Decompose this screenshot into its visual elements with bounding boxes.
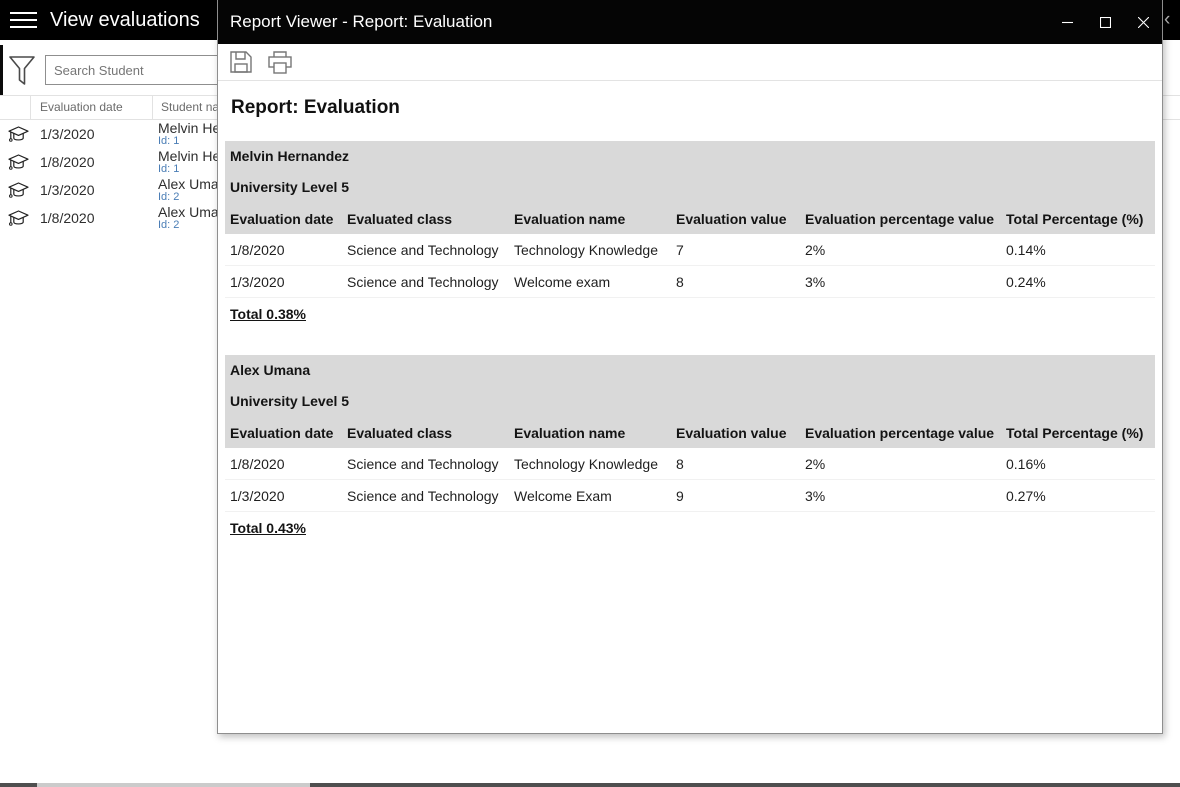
header-evaluated-class: Evaluated class	[347, 424, 453, 441]
evaluation-date: 1/3/2020	[40, 126, 95, 142]
horizontal-scrollbar[interactable]	[0, 783, 1180, 787]
student-id: Id: 1	[158, 135, 180, 147]
cell-value: 9	[676, 487, 684, 504]
cell-pct: 3%	[805, 487, 826, 504]
cell-total-pct: 0.14%	[1006, 241, 1046, 258]
maximize-button[interactable]	[1086, 0, 1124, 44]
cell-value: 8	[676, 273, 684, 290]
cell-value: 7	[676, 241, 684, 258]
group-student-name: Melvin Hernandez	[230, 148, 350, 164]
header-total-percentage: Total Percentage (%)	[1006, 210, 1144, 227]
cell-pct: 2%	[805, 455, 826, 472]
student-name: Alex Umana	[158, 204, 235, 220]
cell-date: 1/8/2020	[230, 241, 285, 258]
header-evaluated-class: Evaluated class	[347, 210, 453, 227]
cell-total-pct: 0.16%	[1006, 455, 1046, 472]
report-group-melvin-hernandez: Melvin Hernandez University Level 5 Eval…	[225, 141, 1155, 330]
maximize-icon	[1099, 16, 1111, 28]
group-header: Melvin Hernandez University Level 5 Eval…	[225, 141, 1155, 234]
header-evaluation-date: Evaluation date	[230, 210, 334, 227]
table-header-row: Evaluation date Evaluated class Evaluati…	[225, 417, 1155, 448]
cell-name: Welcome exam	[514, 273, 611, 290]
header-total-percentage: Total Percentage (%)	[1006, 424, 1144, 441]
graduation-cap-icon	[8, 210, 29, 232]
evaluation-date: 1/8/2020	[40, 210, 95, 226]
header-evaluation-percentage-value: Evaluation percentage value	[805, 424, 995, 441]
hamburger-menu-icon[interactable]	[10, 12, 37, 28]
minimize-button[interactable]	[1048, 0, 1086, 44]
cell-pct: 3%	[805, 273, 826, 290]
group-total: Total 0.43%	[230, 520, 306, 536]
header-evaluation-name: Evaluation name	[514, 424, 626, 441]
column-separator	[152, 96, 153, 120]
column-separator	[30, 96, 31, 120]
table-row: 1/8/2020 Science and Technology Technolo…	[225, 234, 1155, 266]
student-name: Alex Umana	[158, 176, 235, 192]
cell-name: Technology Knowledge	[514, 455, 658, 472]
app-title: View evaluations	[50, 9, 200, 31]
graduation-cap-icon	[8, 126, 29, 148]
evaluation-date: 1/3/2020	[40, 182, 95, 198]
evaluation-date: 1/8/2020	[40, 154, 95, 170]
chevron-left-icon[interactable]: ‹	[1164, 9, 1171, 30]
list-item[interactable]: 1/3/2020 Alex Umana Id: 2	[0, 176, 1180, 204]
header-evaluation-name: Evaluation name	[514, 210, 626, 227]
header-evaluation-date: Evaluation date	[230, 424, 334, 441]
cell-date: 1/8/2020	[230, 455, 285, 472]
left-edge-strip	[0, 45, 3, 103]
print-button[interactable]	[267, 49, 293, 76]
cell-date: 1/3/2020	[230, 487, 285, 504]
report-toolbar	[218, 44, 1162, 81]
cell-class: Science and Technology	[347, 487, 499, 504]
cell-total-pct: 0.24%	[1006, 273, 1046, 290]
cell-class: Science and Technology	[347, 273, 499, 290]
cell-pct: 2%	[805, 241, 826, 258]
group-total: Total 0.38%	[230, 306, 306, 322]
header-evaluation-value: Evaluation value	[676, 210, 787, 227]
group-header: Alex Umana University Level 5 Evaluation…	[225, 355, 1155, 448]
report-group-alex-umana: Alex Umana University Level 5 Evaluation…	[225, 355, 1155, 544]
table-row: 1/3/2020 Science and Technology Welcome …	[225, 480, 1155, 512]
table-row: 1/8/2020 Science and Technology Technolo…	[225, 448, 1155, 480]
graduation-cap-icon	[8, 154, 29, 176]
report-body: Report: Evaluation Melvin Hernandez Univ…	[218, 81, 1162, 544]
cell-name: Welcome Exam	[514, 487, 612, 504]
graduation-cap-icon	[8, 182, 29, 204]
report-viewer-window: Report Viewer - Report: Evaluation	[217, 0, 1163, 734]
cell-class: Science and Technology	[347, 241, 499, 258]
save-button[interactable]	[228, 49, 254, 76]
cell-value: 8	[676, 455, 684, 472]
cell-total-pct: 0.27%	[1006, 487, 1046, 504]
student-id: Id: 2	[158, 219, 180, 231]
cell-date: 1/3/2020	[230, 273, 285, 290]
group-student-name: Alex Umana	[230, 362, 311, 378]
group-level: University Level 5	[230, 179, 350, 195]
group-level: University Level 5	[230, 393, 350, 409]
column-header-evaluation-date[interactable]: Evaluation date	[40, 100, 123, 114]
save-icon	[230, 51, 252, 73]
cell-name: Technology Knowledge	[514, 241, 658, 258]
window-controls	[1048, 0, 1162, 44]
dialog-title: Report Viewer - Report: Evaluation	[230, 12, 493, 31]
filter-icon[interactable]	[9, 56, 35, 95]
minimize-icon	[1061, 21, 1073, 23]
close-icon	[1137, 16, 1149, 28]
student-id: Id: 1	[158, 163, 180, 175]
table-row: 1/3/2020 Science and Technology Welcome …	[225, 266, 1155, 298]
close-button[interactable]	[1124, 0, 1162, 44]
header-evaluation-percentage-value: Evaluation percentage value	[805, 210, 995, 227]
cell-class: Science and Technology	[347, 455, 499, 472]
list-item[interactable]: 1/8/2020 Alex Umana Id: 2	[0, 204, 1180, 232]
table-header-row: Evaluation date Evaluated class Evaluati…	[225, 203, 1155, 234]
header-evaluation-value: Evaluation value	[676, 424, 787, 441]
student-id: Id: 2	[158, 191, 180, 203]
print-icon	[268, 50, 292, 74]
dialog-titlebar[interactable]: Report Viewer - Report: Evaluation	[218, 0, 1162, 44]
scrollbar-thumb[interactable]	[37, 783, 310, 787]
report-title: Report: Evaluation	[231, 97, 400, 118]
